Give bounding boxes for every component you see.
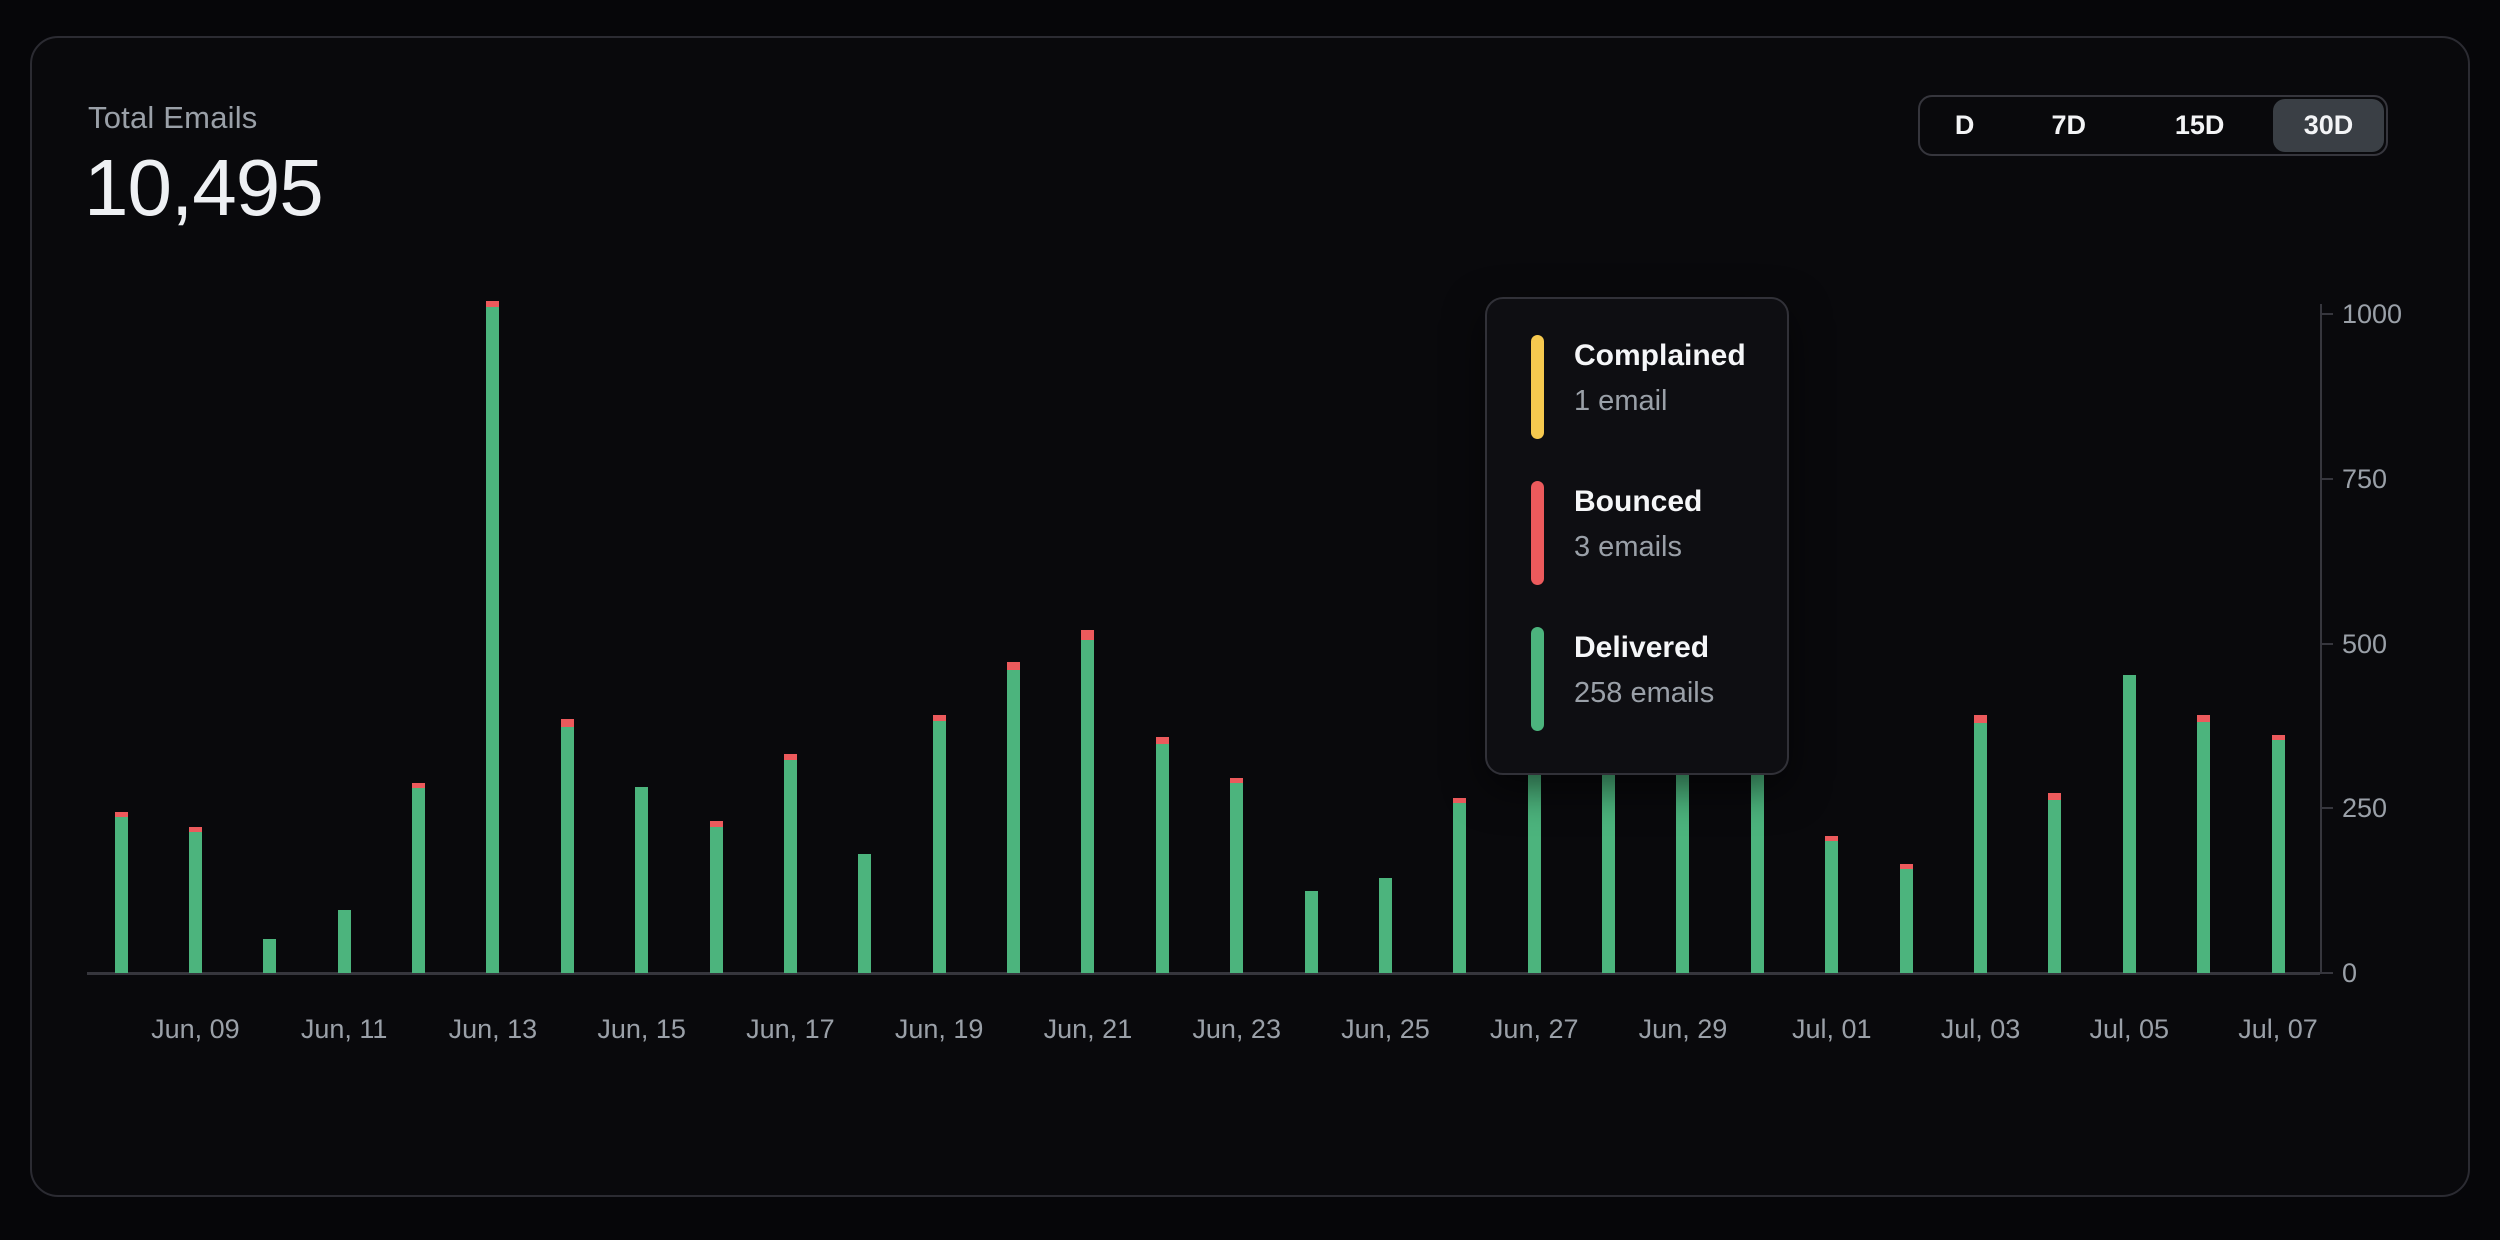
bar-jul-02-delivered[interactable] [1899,868,1913,973]
bar-jun-23-bounced[interactable] [1230,777,1244,783]
bar-jul-07-delivered[interactable] [2271,740,2285,973]
complained-swatch [1531,335,1544,439]
bar-jun-14-bounced[interactable] [560,719,574,728]
bar-jun-21-bounced[interactable] [1081,630,1095,640]
chart-tooltip: Complained 1 email Bounced 3 emails Delivere… [1485,297,1789,775]
x-axis-label: Jun, 11 [300,1014,388,1044]
bar-jul-07-bounced[interactable] [2271,735,2285,741]
bar-jul-02-bounced[interactable] [1899,863,1913,869]
bar-jul-04-delivered[interactable] [2048,799,2062,973]
range-option-15d[interactable]: 15D [2174,110,2225,140]
bar-jun-08-bounced[interactable] [114,811,128,817]
bar-jun-14-delivered[interactable] [560,727,574,973]
bar-jun-17-bounced[interactable] [783,753,797,761]
total-emails-label: Total Emails [88,100,258,135]
bar-jun-13-bounced[interactable] [486,300,500,308]
total-emails-value: 10,495 [84,143,324,232]
x-axis-line [87,972,2320,975]
tooltip-item-delivered: Delivered 258 emails [1531,627,1787,731]
tooltip-series-value: 3 emails [1574,531,1682,563]
bar-jun-24-delivered[interactable] [1304,890,1318,973]
x-axis-label: Jun, 27 [1489,1014,1579,1044]
delivered-swatch [1531,627,1544,731]
bar-jul-06-bounced[interactable] [2197,715,2211,722]
x-axis-label: Jun, 21 [1043,1014,1133,1044]
bounced-swatch [1531,481,1544,585]
bar-jul-01-delivered[interactable] [1825,841,1839,973]
bar-jun-16-delivered[interactable] [709,826,723,973]
x-axis-label: Jun, 17 [746,1014,835,1044]
y-axis-tick [2320,972,2333,974]
bar-jun-20-bounced[interactable] [1007,661,1021,670]
y-axis-tick-label: 750 [2342,463,2388,494]
bar-jul-04-bounced[interactable] [2048,793,2062,800]
range-option-30d[interactable]: 30D [2272,99,2384,152]
range-selector: D 7D 15D 30D [1918,95,2388,156]
bar-jun-29-delivered[interactable] [1676,709,1690,973]
x-axis-label: Jul, 05 [2089,1014,2170,1044]
bar-jun-22-delivered[interactable] [1155,743,1169,973]
bar-jun-22-bounced[interactable] [1155,737,1169,744]
x-axis-label: Jun, 29 [1638,1014,1728,1044]
analytics-card: Total Emails 10,495 D 7D 15D 30D 0 250 500 750… [30,36,2470,1197]
bar-jun-09-delivered[interactable] [188,831,202,973]
y-axis-tick-label: 0 [2342,958,2358,988]
bar-jun-26-delivered[interactable] [1453,802,1467,973]
bar-jul-01-bounced[interactable] [1825,835,1839,842]
bar-jun-13-delivered[interactable] [486,307,500,973]
bar-jun-19-delivered[interactable] [932,721,946,973]
y-axis-tick-label: 250 [2342,793,2388,824]
tooltip-item-bounced: Bounced 3 emails [1531,481,1787,585]
tooltip-item-complained: Complained 1 email [1531,335,1787,439]
y-axis-tick [2320,807,2333,810]
bar-jun-27-delivered[interactable] [1527,727,1541,973]
range-option-d[interactable]: D [1954,110,1975,140]
bar-jun-19-bounced[interactable] [932,714,946,722]
bar-chart: 0 250 500 750 1000 Jun, 09 Jun, 11 Jun, 13 Jun, … [32,38,2468,1195]
bar-jul-05-delivered[interactable] [2122,675,2136,973]
bar-jun-15-delivered[interactable] [635,786,649,973]
x-axis-label: Jun, 25 [1341,1014,1430,1044]
bar-jun-17-delivered[interactable] [783,760,797,973]
bar-jun-09-bounced[interactable] [188,826,202,832]
bar-jun-23-delivered[interactable] [1230,782,1244,973]
bar-jun-28-delivered[interactable] [1602,750,1616,973]
bar-jun-30-delivered[interactable] [1750,760,1764,973]
bar-jul-06-delivered[interactable] [2197,721,2211,973]
tooltip-series-name: Bounced [1574,485,1703,518]
bar-jun-10-delivered[interactable] [263,938,277,973]
tooltip-series-value: 258 emails [1574,677,1715,709]
bar-jul-03-delivered[interactable] [1974,723,1987,973]
y-axis-tick [2320,313,2333,315]
range-option-7d[interactable]: 7D [2051,110,2086,140]
x-axis-label: Jun, 13 [448,1014,538,1044]
y-axis-tick-label: 500 [2342,628,2388,659]
x-axis-label: Jun, 09 [151,1014,240,1044]
bar-jun-20-delivered[interactable] [1007,669,1021,973]
x-axis-label: Jul, 03 [1940,1014,2021,1044]
bar-jun-25-delivered[interactable] [1378,878,1392,973]
x-axis-label: Jul, 07 [2238,1014,2318,1044]
y-axis-tick [2320,642,2333,645]
bar-jul-03-bounced[interactable] [1974,715,1987,724]
x-axis-label: Jul, 01 [1791,1014,1872,1044]
bar-jun-08-delivered[interactable] [114,816,128,973]
y-axis-tick-label: 1000 [2342,299,2403,329]
tooltip-series-name: Delivered [1574,631,1710,664]
tooltip-series-value: 1 email [1574,385,1668,417]
bar-jun-18-delivered[interactable] [858,854,872,973]
x-axis-label: Jun, 15 [597,1014,686,1044]
x-axis-label: Jun, 19 [894,1014,984,1044]
bar-jun-26-bounced[interactable] [1453,797,1467,803]
bar-jun-12-delivered[interactable] [412,788,426,973]
y-axis-line [2320,304,2322,973]
bar-jun-12-bounced[interactable] [412,783,426,789]
tooltip-series-name: Complained [1574,339,1746,372]
bar-jun-21-delivered[interactable] [1081,639,1095,973]
bar-jun-11-delivered[interactable] [337,910,351,973]
y-axis-tick [2320,477,2333,480]
x-axis-label: Jun, 23 [1192,1014,1281,1044]
bar-jun-16-bounced[interactable] [709,821,723,827]
